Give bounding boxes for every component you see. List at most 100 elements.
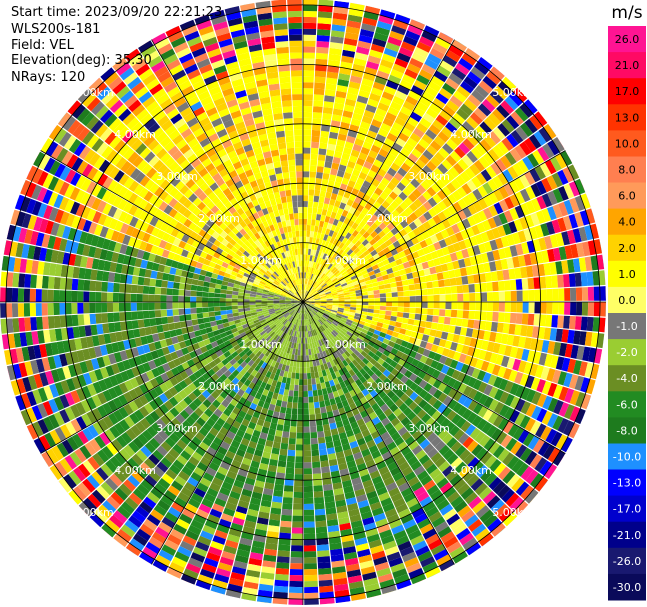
velocity-gate [473,274,481,284]
velocity-gate [488,441,501,455]
velocity-gate [303,22,317,29]
velocity-gate [392,186,402,196]
velocity-gate [596,254,605,270]
velocity-gate [308,303,315,306]
velocity-gate [320,184,328,192]
velocity-gate [326,77,338,85]
velocity-gate [401,127,413,138]
velocity-gate [387,167,397,177]
velocity-gate [418,214,428,224]
velocity-gate [542,395,553,410]
velocity-gate [366,283,373,289]
velocity-gate [383,186,393,196]
velocity-gate [423,327,431,336]
velocity-gate [394,116,407,127]
velocity-gate [333,337,339,344]
velocity-gate [400,487,413,498]
velocity-gate [438,87,453,100]
velocity-gate [380,302,387,306]
velocity-gate [341,314,349,319]
velocity-gate [339,278,346,283]
velocity-gate [385,399,395,408]
velocity-gate [338,73,351,81]
velocity-gate [431,516,446,528]
velocity-gate [305,290,308,297]
velocity-gate [480,231,490,243]
velocity-gate [325,155,334,163]
velocity-gate [350,352,358,360]
velocity-gate [574,316,582,330]
velocity-gate [349,290,356,295]
velocity-gate [330,289,337,293]
velocity-gate [549,234,559,248]
velocity-gate [383,278,391,285]
velocity-gate [418,96,432,108]
velocity-gate [443,536,459,549]
velocity-gate [401,431,412,441]
velocity-gate [416,122,428,134]
velocity-gate [534,289,541,301]
velocity-gate [304,284,307,291]
velocity-gate [445,469,458,482]
velocity-gate [310,288,315,294]
velocity-gate [409,382,419,392]
velocity-gate [495,431,508,445]
velocity-gate [415,295,422,302]
velocity-gate [327,242,333,249]
velocity-gate [389,235,398,244]
velocity-gate [307,295,313,299]
velocity-gate [317,154,326,162]
velocity-gate [386,390,396,399]
velocity-gate [555,153,568,169]
velocity-gate [402,74,416,85]
velocity-gate [561,231,571,246]
velocity-gate [414,174,425,184]
velocity-gate [542,143,555,159]
velocity-gate [387,36,402,47]
velocity-gate [303,177,309,184]
velocity-gate [432,399,443,410]
velocity-gate [351,343,359,350]
velocity-gate [380,353,388,361]
velocity-gate [386,181,396,191]
velocity-gate [593,302,601,317]
velocity-gate [407,116,419,128]
velocity-gate [366,234,374,243]
velocity-gate [479,273,487,283]
velocity-gate [317,288,323,293]
velocity-gate [471,224,481,236]
velocity-gate [366,361,374,369]
velocity-gate [317,160,325,167]
velocity-gate [444,421,456,433]
velocity-gate [461,218,471,229]
velocity-gate [509,312,517,324]
velocity-gate [343,43,357,52]
velocity-gate [433,287,440,295]
velocity-gate [354,313,362,318]
velocity-gate [303,290,306,297]
velocity-gate [409,391,419,401]
velocity-gate [421,133,434,145]
velocity-gate [327,180,335,188]
velocity-gate [376,20,392,31]
velocity-gate [506,234,516,246]
velocity-gate [431,224,441,234]
velocity-gate [387,352,396,360]
velocity-gate [414,46,429,58]
velocity-gate [308,189,315,196]
velocity-gate [313,231,318,238]
velocity-gate [494,503,509,518]
velocity-gate [336,311,344,315]
velocity-gate [393,270,401,277]
velocity-gate [416,361,425,370]
velocity-gate [414,283,422,290]
velocity-gate [333,6,349,15]
velocity-gate [400,375,409,384]
velocity-gate [455,361,464,372]
velocity-gate [486,292,494,302]
velocity-gate [396,182,406,192]
velocity-gate [309,287,314,293]
velocity-gate [382,226,391,235]
velocity-gate [327,65,340,73]
velocity-gate [486,229,495,241]
